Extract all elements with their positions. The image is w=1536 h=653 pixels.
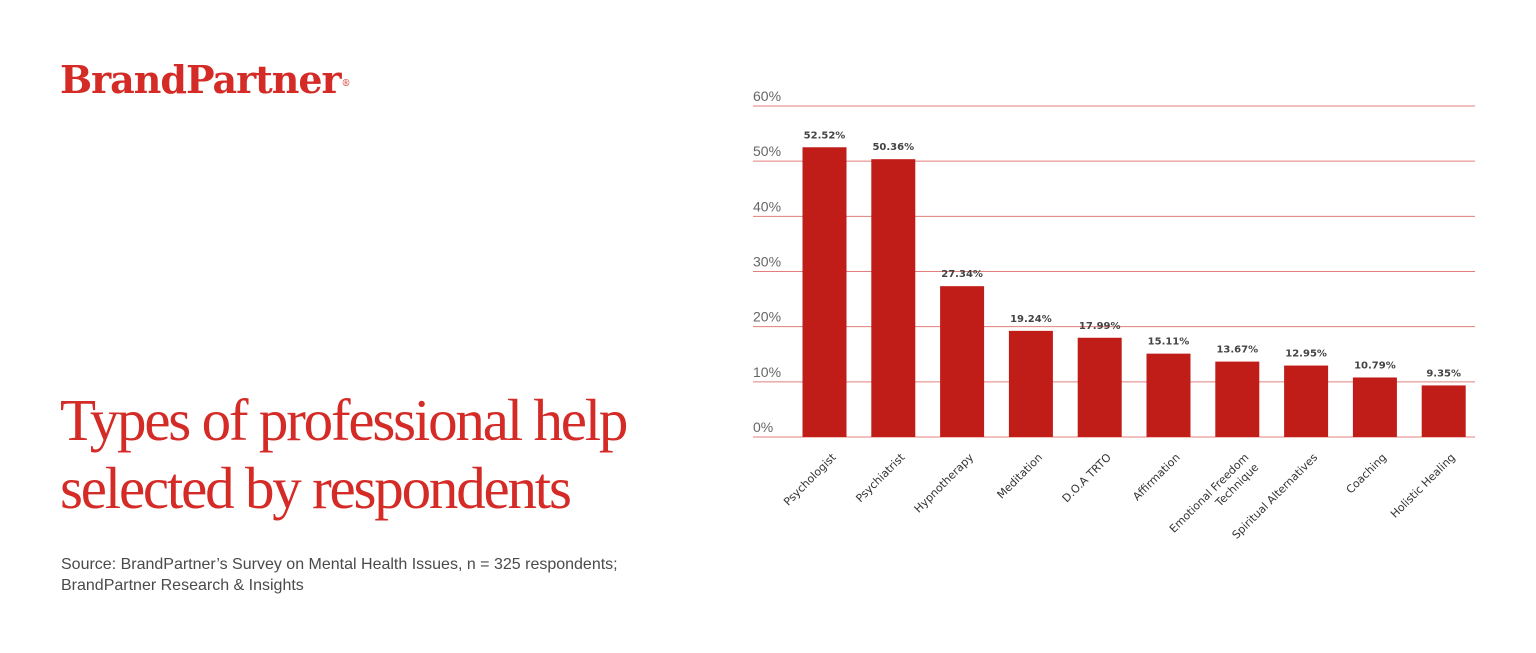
x-tick-label: Meditation: [995, 451, 1046, 502]
data-label: 27.34%: [941, 269, 983, 280]
x-tick-label: Affirmation: [1130, 451, 1182, 503]
x-tick-label: Psychiatrist: [853, 450, 908, 505]
x-tick-label: D.O.A TRTO: [1060, 451, 1114, 505]
bar: [1077, 337, 1122, 437]
bars: [802, 147, 1466, 438]
brand-name: BrandPartner: [60, 57, 342, 102]
data-label: 19.24%: [1010, 314, 1052, 325]
x-tick-label-line: Meditation: [995, 451, 1046, 502]
data-label: 50.36%: [872, 142, 914, 153]
data-label: 15.11%: [1148, 337, 1190, 348]
bar: [802, 147, 847, 438]
x-axis-labels: Psychologist Psychiatrist Hypnotherapy Medi…: [781, 450, 1458, 541]
data-labels: 52.52% 50.36% 27.34% 19.24% 17.99% 15.11% 13.6…: [804, 130, 1461, 379]
x-tick-label-line: Coaching: [1344, 451, 1389, 496]
x-tick-label-line: Holistic Healing: [1388, 451, 1458, 521]
bar: [1352, 377, 1397, 437]
source-note: Source: BrandPartner’s Survey on Mental …: [61, 556, 618, 594]
data-label: 12.95%: [1285, 349, 1327, 360]
registered-mark: ®: [341, 79, 351, 89]
x-tick-label: Hypnotherapy: [912, 451, 977, 516]
x-tick-label: Psychologist: [781, 450, 839, 508]
data-label: 13.67%: [1216, 345, 1258, 356]
data-label: 52.52%: [804, 130, 846, 141]
bar: [871, 159, 916, 437]
x-tick-label: Coaching: [1344, 451, 1389, 496]
y-tick-label: 20%: [753, 309, 781, 325]
page-title: Types of professional help selected by r…: [60, 387, 628, 521]
data-label: 17.99%: [1079, 321, 1121, 332]
bar: [1008, 330, 1053, 437]
y-axis-ticks: 0% 10% 20% 30% 40% 50% 60%: [753, 88, 781, 435]
y-tick-label: 50%: [753, 143, 781, 159]
x-tick-label-line: Affirmation: [1130, 451, 1182, 503]
x-tick-label-line: Psychologist: [781, 450, 839, 508]
y-tick-label: 0%: [753, 419, 773, 435]
data-label: 9.35%: [1426, 368, 1461, 379]
y-tick-label: 30%: [753, 254, 781, 270]
bar: [1421, 385, 1466, 437]
y-tick-label: 40%: [753, 198, 781, 214]
bar: [1284, 365, 1329, 437]
bar: [1146, 353, 1191, 437]
x-tick-label-line: Psychiatrist: [853, 450, 908, 505]
y-tick-label: 60%: [753, 88, 781, 104]
bar: [1215, 361, 1260, 437]
y-tick-label: 10%: [753, 364, 781, 380]
x-tick-label: Holistic Healing: [1388, 451, 1458, 521]
data-label: 10.79%: [1354, 360, 1396, 371]
bar: [940, 286, 985, 437]
brand-logo: BrandPartner®: [60, 57, 351, 102]
x-tick-label-line: Hypnotherapy: [912, 451, 977, 516]
x-tick-label-line: D.O.A TRTO: [1060, 451, 1114, 505]
